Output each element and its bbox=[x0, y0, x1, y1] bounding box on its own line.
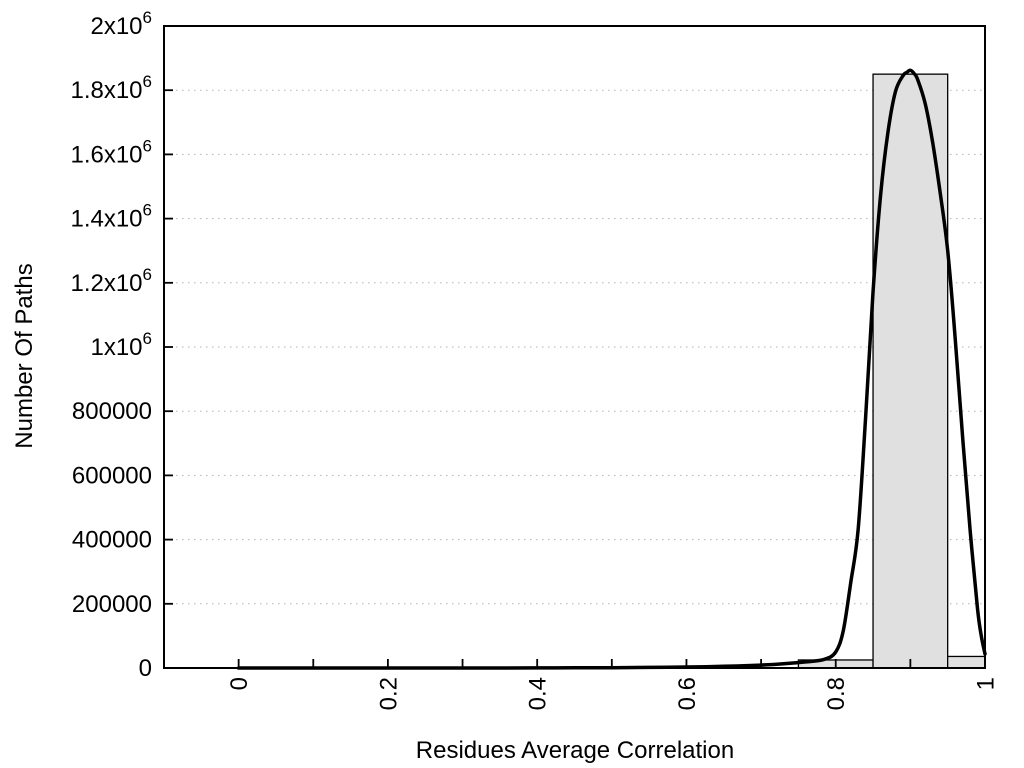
frame-layer bbox=[163, 25, 986, 669]
y-tick-label: 600000 bbox=[72, 462, 152, 489]
x-tick-label: 0.8 bbox=[823, 677, 850, 710]
histogram-bar bbox=[947, 655, 986, 669]
y-tick-label: 1x106 bbox=[90, 329, 152, 361]
label-layer: 0 200000 400000 600000 800000 1x106 1.2x106 1.4… bbox=[70, 8, 999, 710]
y-tick-label: 800000 bbox=[72, 398, 152, 425]
y-tick-label: 200000 bbox=[72, 591, 152, 618]
bar-layer bbox=[797, 73, 986, 669]
y-tick-label: 2x106 bbox=[90, 8, 152, 40]
x-tick-label: 0.4 bbox=[525, 677, 552, 710]
plot-border bbox=[163, 25, 986, 669]
histogram-bar bbox=[872, 73, 949, 669]
y-tick-label: 1.8x106 bbox=[70, 72, 152, 104]
y-tick-label: 400000 bbox=[72, 527, 152, 554]
y-tick-label: 1.6x106 bbox=[70, 136, 152, 168]
x-tick-label: 0 bbox=[226, 677, 253, 690]
x-axis-title: Residues Average Correlation bbox=[416, 737, 734, 764]
grid-layer bbox=[164, 89, 985, 605]
y-tick-label: 0 bbox=[139, 655, 152, 682]
x-tick-label: 1 bbox=[973, 677, 1000, 690]
tick-layer bbox=[164, 25, 986, 669]
x-tick-label: 0.2 bbox=[375, 677, 402, 710]
y-tick-label: 1.4x106 bbox=[70, 201, 152, 233]
y-tick-label: 1.2x106 bbox=[70, 265, 152, 297]
y-axis-title: Number Of Paths bbox=[11, 263, 38, 448]
x-tick-label: 0.6 bbox=[674, 677, 701, 710]
